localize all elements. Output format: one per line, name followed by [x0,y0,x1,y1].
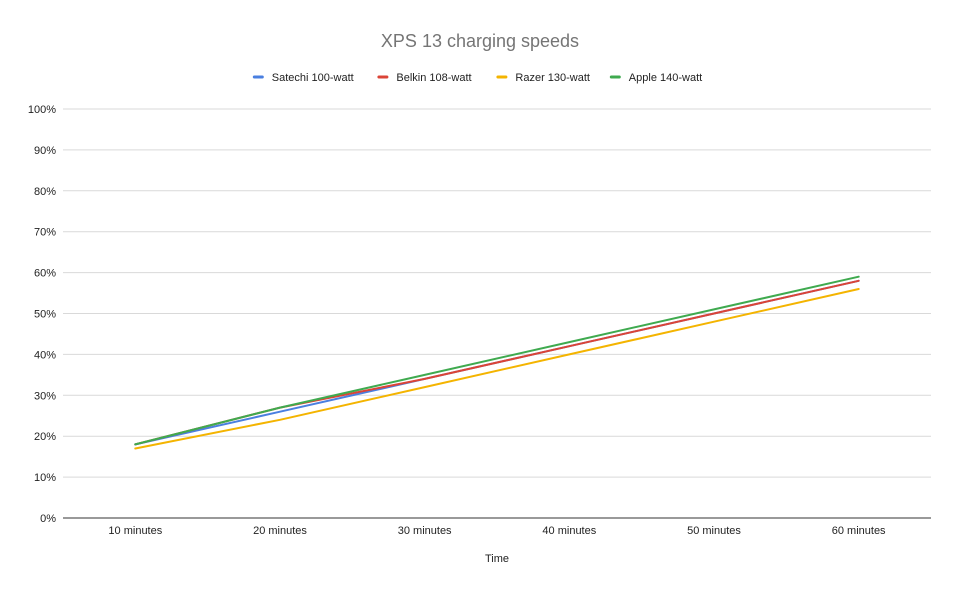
legend-item: Belkin 108-watt [377,72,472,84]
y-tick-label: 90% [34,145,56,157]
gridlines [63,108,931,519]
y-tick-label: 80% [34,186,56,198]
legend-item: Satechi 100-watt [252,72,354,84]
x-axis: 10 minutes 20 minutes 30 minutes 40 minutes… [108,525,886,537]
legend-item: Razer 130-watt [496,72,590,84]
x-tick-label: 20 minutes [253,525,307,537]
series-line-4 [134,275,860,446]
series-lines [134,275,860,450]
legend-label: Apple 140-watt [629,72,702,84]
series-line-3 [134,288,860,450]
y-tick-label: 70% [34,227,56,239]
legend-label: Razer 130-watt [515,72,590,84]
legend: Satechi 100-watt Belkin 108-watt Razer 130… [252,72,702,84]
legend-label: Satechi 100-watt [272,72,354,84]
y-tick-label: 100% [28,104,56,116]
x-tick-label: 40 minutes [542,525,596,537]
x-tick-label: 50 minutes [687,525,741,537]
y-axis: 0% 10% 20% 30% 40% 50% 60% 70% 80% 90% 100% [28,104,56,525]
legend-label: Belkin 108-watt [396,72,471,84]
y-tick-label: 50% [34,309,56,321]
legend-swatch [252,75,264,79]
x-tick-label: 60 minutes [832,525,886,537]
y-tick-label: 40% [34,349,56,361]
y-tick-label: 10% [34,472,56,484]
legend-swatch [377,75,389,79]
x-tick-label: 30 minutes [398,525,452,537]
x-tick-label: 10 minutes [108,525,162,537]
y-tick-label: 60% [34,268,56,280]
legend-swatch [609,75,621,79]
x-axis-label: Time [485,553,509,565]
chart-title: XPS 13 charging speeds [381,31,579,51]
y-tick-label: 0% [40,513,56,525]
legend-swatch [496,75,508,79]
y-tick-label: 20% [34,431,56,443]
legend-item: Apple 140-watt [609,72,702,84]
y-tick-label: 30% [34,390,56,402]
